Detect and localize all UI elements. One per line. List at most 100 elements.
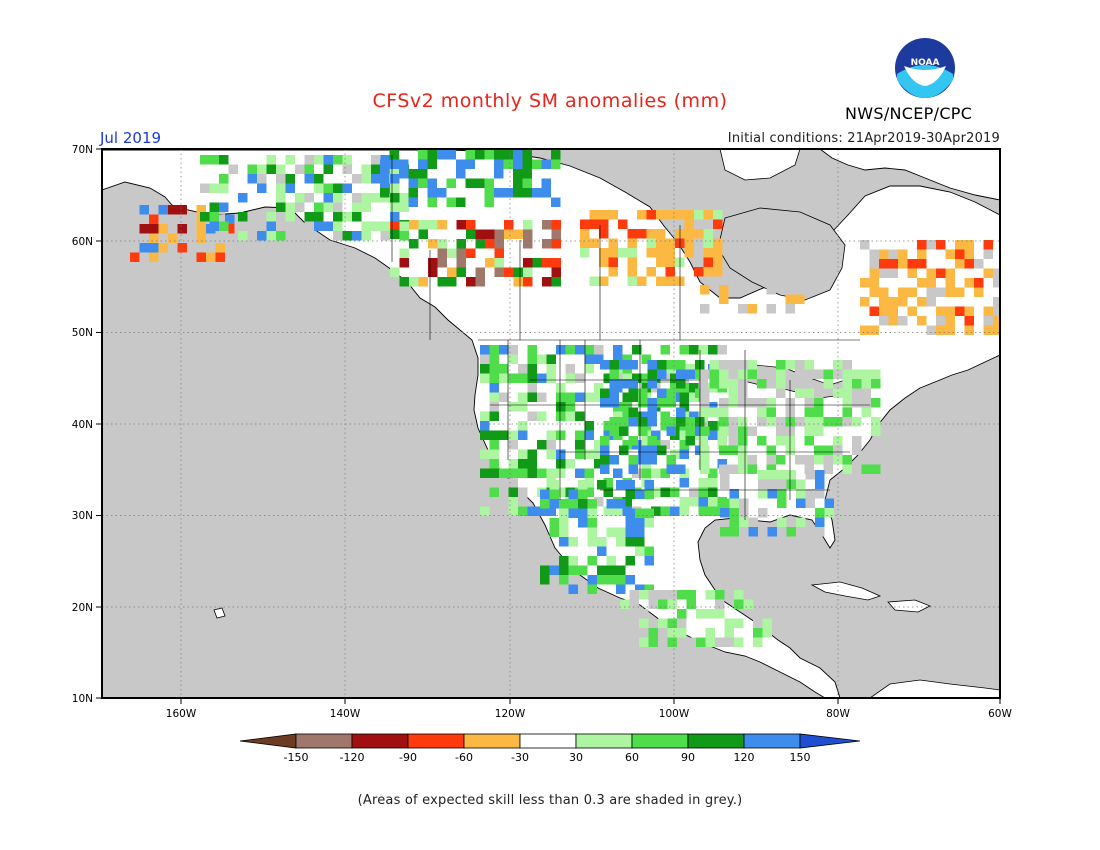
anomaly-cell xyxy=(644,584,654,594)
anomaly-cell xyxy=(657,445,667,455)
anomaly-cell xyxy=(499,345,509,355)
anomaly-cell xyxy=(717,440,727,450)
anomaly-cell xyxy=(657,360,667,370)
anomaly-cell xyxy=(616,527,626,537)
anomaly-cell xyxy=(559,518,569,528)
anomaly-cell xyxy=(766,464,776,474)
anomaly-cell xyxy=(804,464,814,474)
anomaly-cell xyxy=(709,360,719,370)
anomaly-cell xyxy=(225,252,235,262)
anomaly-cell xyxy=(689,487,699,497)
anomaly-cell xyxy=(371,174,381,184)
anomaly-cell xyxy=(225,214,235,224)
anomaly-cell xyxy=(603,478,613,488)
anomaly-cell xyxy=(747,369,757,379)
anomaly-cell xyxy=(647,436,657,446)
anomaly-cell xyxy=(380,188,390,198)
anomaly-cell xyxy=(628,417,638,427)
anomaly-cell xyxy=(575,392,585,402)
anomaly-cell xyxy=(660,440,670,450)
anomaly-cell xyxy=(616,584,626,594)
lat-label-70n: 70N xyxy=(72,144,93,156)
anomaly-cell xyxy=(666,360,676,370)
anomaly-cell xyxy=(917,259,927,269)
anomaly-cell xyxy=(879,316,889,326)
anomaly-cell xyxy=(627,276,637,286)
anomaly-cell xyxy=(917,278,927,288)
anomaly-cell xyxy=(518,421,528,431)
anomaly-cell xyxy=(641,411,651,421)
anomaly-cell xyxy=(380,221,390,231)
anomaly-cell xyxy=(285,212,295,222)
anomaly-cell xyxy=(559,556,569,566)
anomaly-cell xyxy=(149,214,159,224)
anomaly-cell xyxy=(658,618,668,628)
anomaly-cell xyxy=(559,499,569,509)
anomaly-cell xyxy=(523,258,533,268)
anomaly-cell xyxy=(428,239,438,249)
anomaly-cell xyxy=(541,188,551,198)
anomaly-cell xyxy=(518,459,528,469)
colorbar-segment--90--60 xyxy=(407,733,465,749)
anomaly-cell xyxy=(565,459,575,469)
anomaly-cell xyxy=(276,193,286,203)
anomaly-cell xyxy=(698,497,708,507)
anomaly-cell xyxy=(666,398,676,408)
anomaly-cell xyxy=(609,360,619,370)
noaa-logo: NOAA xyxy=(895,38,955,98)
lon-label-140w: 140W xyxy=(330,708,361,720)
anomaly-cell xyxy=(622,402,632,412)
anomaly-cell xyxy=(508,354,518,364)
anomaly-cell xyxy=(823,464,833,474)
anomaly-cell xyxy=(130,233,140,243)
anomaly-cell xyxy=(489,440,499,450)
anomaly-cell xyxy=(842,388,852,398)
anomaly-cell xyxy=(513,229,523,239)
anomaly-cell xyxy=(757,398,767,408)
anomaly-cell xyxy=(657,398,667,408)
anomaly-cell xyxy=(860,325,870,335)
anomaly-cell xyxy=(613,354,623,364)
anomaly-cell xyxy=(584,430,594,440)
anomaly-cell xyxy=(546,354,556,364)
anomaly-cell xyxy=(480,421,490,431)
anomaly-cell xyxy=(879,297,889,307)
anomaly-cell xyxy=(804,417,814,427)
lat-label-40n: 40N xyxy=(72,419,93,431)
anomaly-cell xyxy=(168,214,178,224)
anomaly-cell xyxy=(465,150,475,160)
anomaly-cell xyxy=(219,221,229,231)
colorbar-segment-60-90 xyxy=(631,733,689,749)
anomaly-cell xyxy=(447,267,457,277)
colorbar-segment-gt-150 xyxy=(799,733,861,749)
anomaly-cell xyxy=(599,219,609,229)
anomaly-cell xyxy=(785,360,795,370)
anomaly-cell xyxy=(556,383,566,393)
anomaly-cell xyxy=(600,360,610,370)
anomaly-cell xyxy=(689,497,699,507)
anomaly-cell xyxy=(177,205,187,215)
anomaly-cell xyxy=(907,306,917,316)
anomaly-cell xyxy=(757,407,767,417)
anomaly-cell xyxy=(314,202,324,212)
anomaly-cell xyxy=(861,398,871,408)
anomaly-cell xyxy=(720,508,730,518)
anomaly-cell xyxy=(209,202,219,212)
anomaly-cell xyxy=(578,518,588,528)
anomaly-cell xyxy=(219,183,229,193)
anomaly-cell xyxy=(747,360,757,370)
anomaly-cell xyxy=(418,159,428,169)
anomaly-cell xyxy=(600,464,610,474)
anomaly-cell xyxy=(651,468,661,478)
anomaly-cell xyxy=(456,197,466,207)
anomaly-cell xyxy=(667,618,677,628)
anomaly-cell xyxy=(616,575,626,585)
anomaly-cell xyxy=(936,306,946,316)
anomaly-cell xyxy=(266,221,276,231)
anomaly-cell xyxy=(698,383,708,393)
anomaly-cell xyxy=(489,392,499,402)
anomaly-cell xyxy=(428,267,438,277)
anomaly-cell xyxy=(527,364,537,374)
anomaly-cell xyxy=(551,197,561,207)
anomaly-cell xyxy=(679,430,689,440)
